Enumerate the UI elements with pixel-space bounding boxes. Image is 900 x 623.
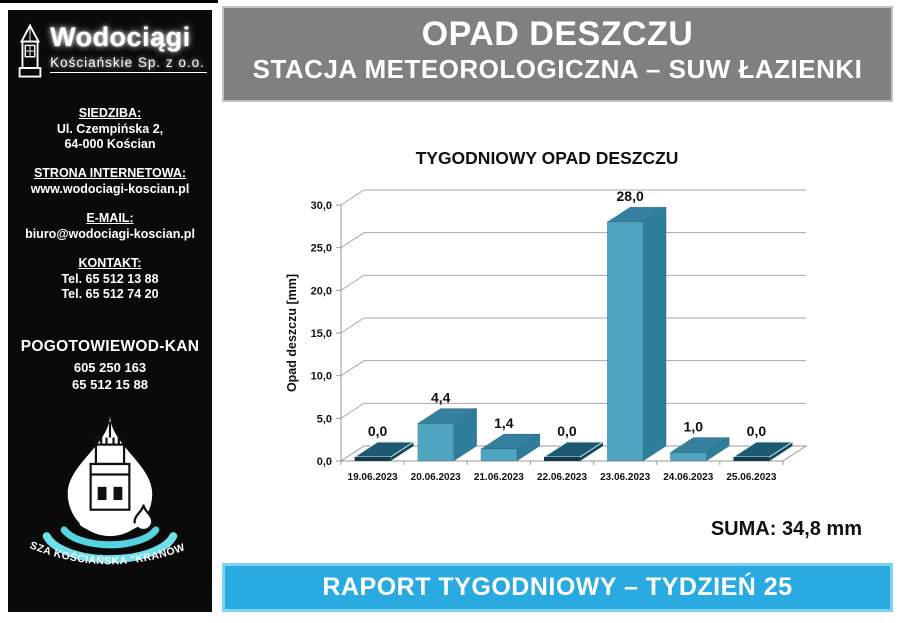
company-name: Wodociągi	[50, 22, 191, 52]
emergency-phone: 65 512 15 88	[72, 377, 148, 392]
x-tick-label: 22.06.2023	[537, 472, 587, 483]
sidebar: Wodociągi Kościańskie Sp. z o.o. SIEDZIB…	[8, 10, 212, 612]
section-title: SIEDZIBA:	[78, 106, 142, 120]
report-subtitle: STACJA METEOROLOGICZNA – SUW ŁAZIENKI	[252, 54, 863, 84]
website-url: www.wodociagi-koscian.pl	[30, 182, 190, 196]
footer-text: RAPORT TYGODNIOWY – TYDZIEŃ 25	[322, 573, 793, 601]
castle-drawing	[89, 421, 131, 511]
section-emergency: POGOTOWIEWOD-KAN 605 250 163 65 512 15 8…	[8, 338, 212, 393]
y-tick-label: 20,0	[311, 285, 332, 297]
section-kontakt: KONTAKT: Tel. 65 512 13 88 Tel. 65 512 7…	[8, 256, 212, 302]
bar-front-face	[543, 457, 580, 461]
rainfall-bar-chart: TYGODNIOWY OPAD DESZCZU Opad deszczu [mm…	[285, 148, 808, 483]
x-tick-label: 25.06.2023	[726, 472, 776, 483]
report-header: OPAD DESZCZU STACJA METEOROLOGICZNA – SU…	[222, 6, 893, 102]
castle-window	[113, 486, 123, 501]
bar-front-face	[354, 457, 391, 461]
x-tick-label: 21.06.2023	[474, 472, 524, 483]
castle-window	[97, 486, 107, 501]
bar-front-face	[606, 221, 644, 462]
company-subtitle: Kościańskie Sp. z o.o.	[50, 54, 207, 73]
bar-front-face	[480, 448, 518, 462]
section-title: STRONA INTERNETOWA:	[33, 166, 187, 180]
x-tick-label: 24.06.2023	[663, 472, 713, 483]
section-siedziba: SIEDZIBA: Ul. Czempińska 2, 64-000 Kości…	[8, 106, 212, 152]
phone-number: Tel. 65 512 13 88	[61, 272, 159, 286]
phone-number: Tel. 65 512 74 20	[61, 287, 159, 301]
y-axis-title: Opad deszczu [mm]	[285, 274, 299, 392]
bar-side-face	[390, 442, 414, 461]
bar-front-face	[733, 457, 770, 461]
section-title: E-MAIL:	[86, 211, 134, 225]
y-tick-label: 5,0	[317, 413, 332, 425]
section-title: KONTAKT:	[78, 256, 142, 270]
bar-side-face	[579, 442, 603, 461]
address-line: 64-000 Kościan	[64, 137, 156, 151]
x-tick-label: 20.06.2023	[411, 472, 461, 483]
bar-front-face	[417, 423, 454, 462]
tower-icon	[18, 23, 42, 78]
report-footer: RAPORT TYGODNIOWY – TYDZIEŃ 25	[222, 563, 893, 612]
x-tick-label: 19.06.2023	[348, 472, 398, 483]
water-drop-emblem: NASZA KOŚCIAŃSKA "KRANÓWKA"	[8, 400, 212, 582]
address-line: Ul. Czempińska 2,	[56, 122, 164, 136]
ripple-arc-middle	[60, 526, 160, 549]
bar-value-label: 1,4	[494, 415, 514, 431]
emergency-title: POGOTOWIEWOD-KAN	[20, 338, 200, 355]
section-website: STRONA INTERNETOWA: www.wodociagi-koscia…	[8, 166, 212, 197]
bar-value-label: 0,0	[557, 423, 577, 439]
top-border-strip	[0, 0, 218, 3]
ripple-arc-inner	[79, 521, 141, 534]
chart-title: TYGODNIOWY OPAD DESZCZU	[416, 148, 679, 168]
y-tick-label: 30,0	[311, 200, 332, 212]
weekly-sum: SUMA: 34,8 mm	[710, 518, 862, 540]
bar-side-face	[769, 442, 793, 461]
ripple-arc-outer	[42, 532, 178, 564]
bar-value-label: 0,0	[747, 423, 767, 439]
bar-value-label: 28,0	[617, 188, 644, 204]
y-tick-label: 25,0	[311, 243, 332, 255]
report-title: OPAD DESZCZU	[421, 15, 694, 53]
y-tick-label: 0,0	[317, 456, 332, 468]
drop-castle-logo: NASZA KOŚCIAŃSKA "KRANÓWKA"	[18, 400, 186, 567]
section-email: E-MAIL: biuro@wodociagi-koscian.pl	[8, 211, 212, 242]
bar-value-label: 1,0	[684, 418, 704, 434]
y-tick-label: 10,0	[311, 371, 332, 383]
x-tick-label: 23.06.2023	[600, 472, 650, 483]
company-logo: Wodociągi Kościańskie Sp. z o.o.	[8, 22, 212, 82]
bar-side-face	[642, 206, 667, 462]
bar-value-label: 4,4	[431, 389, 451, 405]
emergency-phone: 605 250 163	[73, 360, 147, 375]
email-address: biuro@wodociagi-koscian.pl	[25, 227, 195, 241]
y-tick-label: 15,0	[311, 328, 332, 340]
chart-plot-area: 0,0 5,0 10,0 15,0 20,0 25,0 30,0 0,0 4,4 1,4 0,0 28…	[311, 188, 808, 483]
bar-value-label: 0,0	[368, 423, 388, 439]
bar-front-face	[670, 452, 707, 462]
